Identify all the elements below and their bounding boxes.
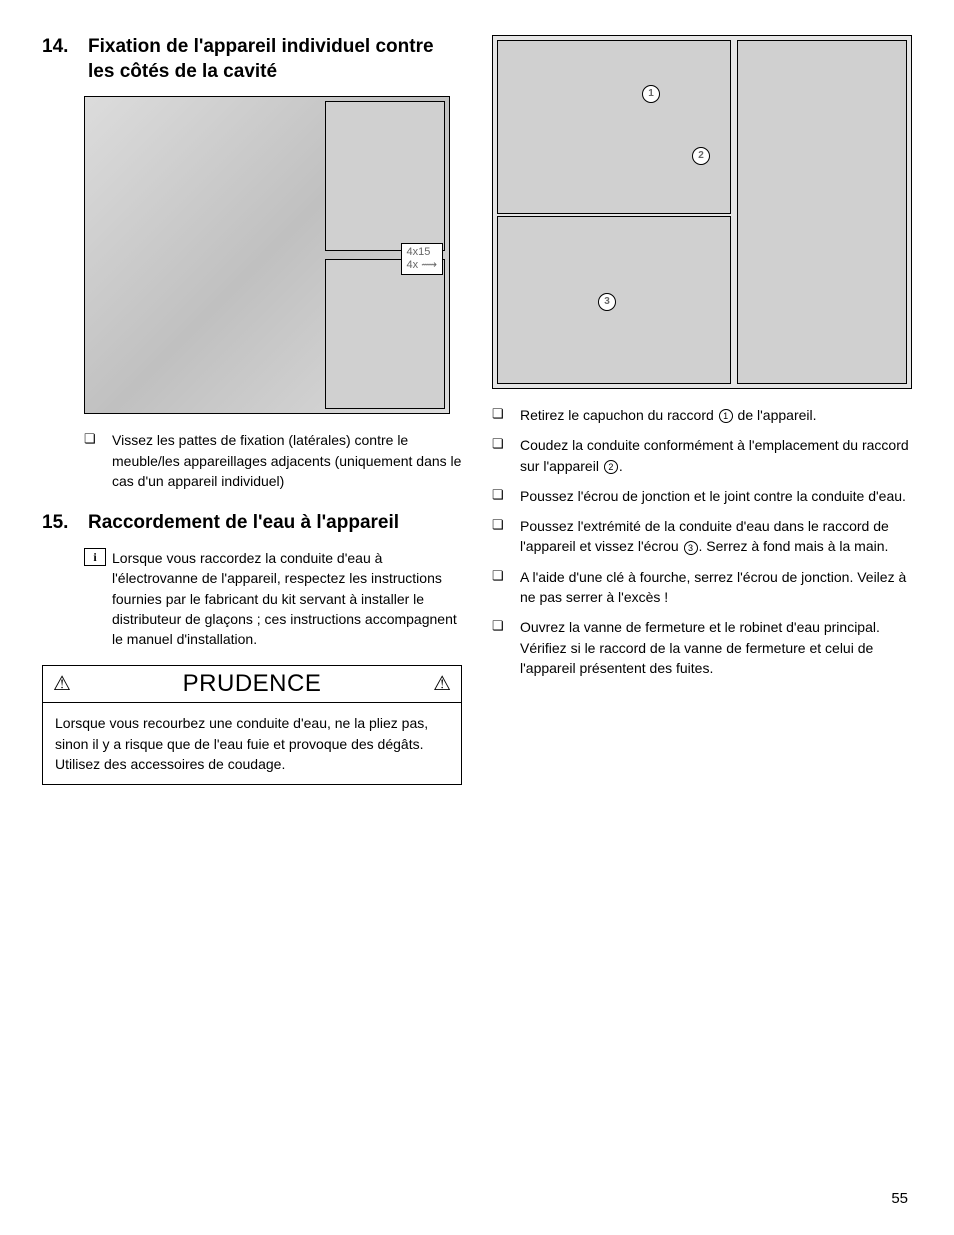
list-item: Poussez l'écrou de jonction et le joint … [492,486,912,506]
figure-14: 4x15 4x ⟿ [84,96,450,414]
section-15-heading: 15. Raccordement de l'eau à l'appareil [42,511,462,536]
warning-triangle-right-icon: ⚠ [433,674,451,694]
screw-spec-label: 4x15 4x ⟿ [401,243,443,275]
section-14-number: 14. [42,35,88,84]
info-note: i Lorsque vous raccordez la conduite d'e… [84,548,462,649]
callout-2: 2 [692,147,710,165]
list-item: Ouvrez la vanne de fermeture et le robin… [492,617,912,678]
page-content: 14. Fixation de l'appareil individuel co… [42,35,912,785]
figure-15: 1 2 3 [492,35,912,389]
page-number: 55 [891,1190,908,1207]
warning-header: ⚠ PRUDENCE ⚠ [43,666,461,703]
section-15-number: 15. [42,511,88,536]
section-14-title: Fixation de l'appareil individuel contre… [88,35,462,84]
section-15-title: Raccordement de l'eau à l'appareil [88,511,462,536]
section-14-heading: 14. Fixation de l'appareil individuel co… [42,35,462,84]
warning-body: Lorsque vous recourbez une conduite d'ea… [43,703,461,774]
warning-body-line1: Lorsque vous recourbez une conduite d'ea… [55,713,449,754]
warning-box: ⚠ PRUDENCE ⚠ Lorsque vous recourbez une … [42,665,462,785]
list-item: Vissez les pattes de fixation (latérales… [84,430,462,491]
list-item: Coudez la conduite conformément à l'empl… [492,435,912,476]
warning-label: PRUDENCE [183,670,322,698]
list-item: Retirez le capuchon du raccord 1 de l'ap… [492,405,912,425]
info-text: Lorsque vous raccordez la conduite d'eau… [112,548,462,649]
figure-15-panel-top-left: 1 2 [497,40,731,214]
figure-14-detail-bottom [325,259,445,409]
warning-triangle-left-icon: ⚠ [53,674,71,694]
inline-callout-3: 3 [684,541,698,555]
inline-callout-1: 1 [719,409,733,423]
section-14-list: Vissez les pattes de fixation (latérales… [84,430,462,491]
figure-15-panel-bottom-left: 3 [497,216,731,384]
left-column: 14. Fixation de l'appareil individuel co… [42,35,462,785]
warning-body-line2: Utilisez des accessoires de coudage. [55,754,449,774]
right-column: 1 2 3 Retirez le capuchon du raccord 1 d… [492,35,912,785]
callout-3: 3 [598,293,616,311]
right-list: Retirez le capuchon du raccord 1 de l'ap… [492,405,912,678]
screw-spec-line2: 4x ⟿ [407,259,437,271]
callout-1: 1 [642,85,660,103]
inline-callout-2: 2 [604,460,618,474]
figure-14-detail-top [325,101,445,251]
screw-spec-line1: 4x15 [407,246,431,258]
figure-15-panel-right [737,40,907,384]
list-item: Poussez l'extrémité de la conduite d'eau… [492,516,912,557]
info-icon: i [84,548,106,566]
list-item: A l'aide d'une clé à fourche, serrez l'é… [492,567,912,608]
